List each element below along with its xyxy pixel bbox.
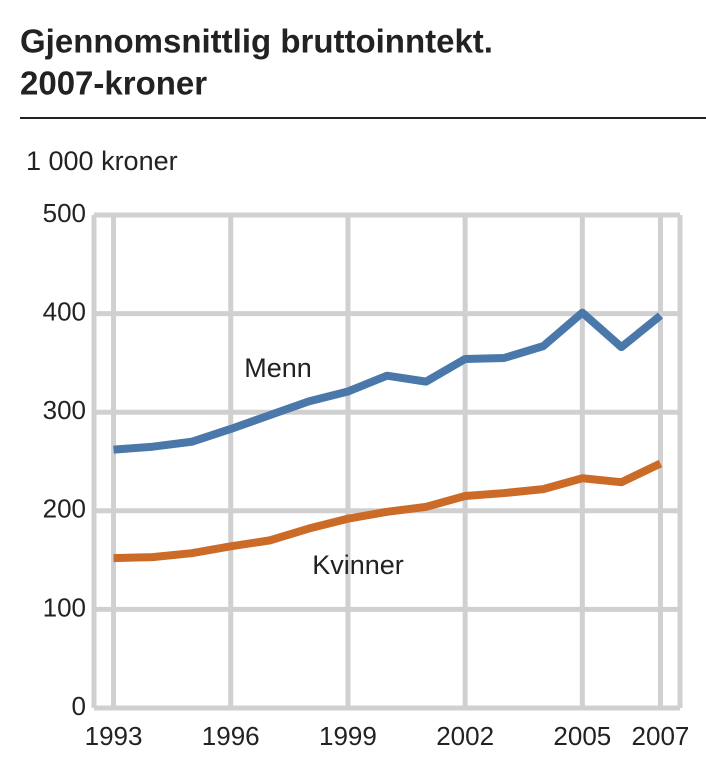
x-tick-label: 1999 [319, 721, 377, 751]
x-tick-label: 2007 [632, 721, 690, 751]
x-tick-label: 2002 [436, 721, 494, 751]
line-label: Kvinner [312, 550, 404, 580]
chart-subtitle: 2007-kroner [20, 65, 207, 102]
x-tick-label: 1996 [202, 721, 260, 751]
y-tick-label: 500 [43, 198, 86, 228]
x-tick-label: 2005 [553, 721, 611, 751]
data-line [113, 308, 663, 454]
x-tick-label: 1993 [85, 721, 143, 751]
chart-title: Gjennomsnittlig bruttoinntekt. [20, 23, 493, 60]
data-line [113, 459, 663, 563]
y-tick-label: 300 [43, 395, 86, 425]
y-axis-label: 1 000 kroner [26, 146, 178, 176]
y-tick-label: 400 [43, 296, 86, 326]
line-label: Menn [244, 353, 312, 383]
y-tick-label: 200 [43, 494, 86, 524]
y-tick-label: 100 [43, 592, 86, 622]
y-tick-label: 0 [72, 691, 86, 721]
